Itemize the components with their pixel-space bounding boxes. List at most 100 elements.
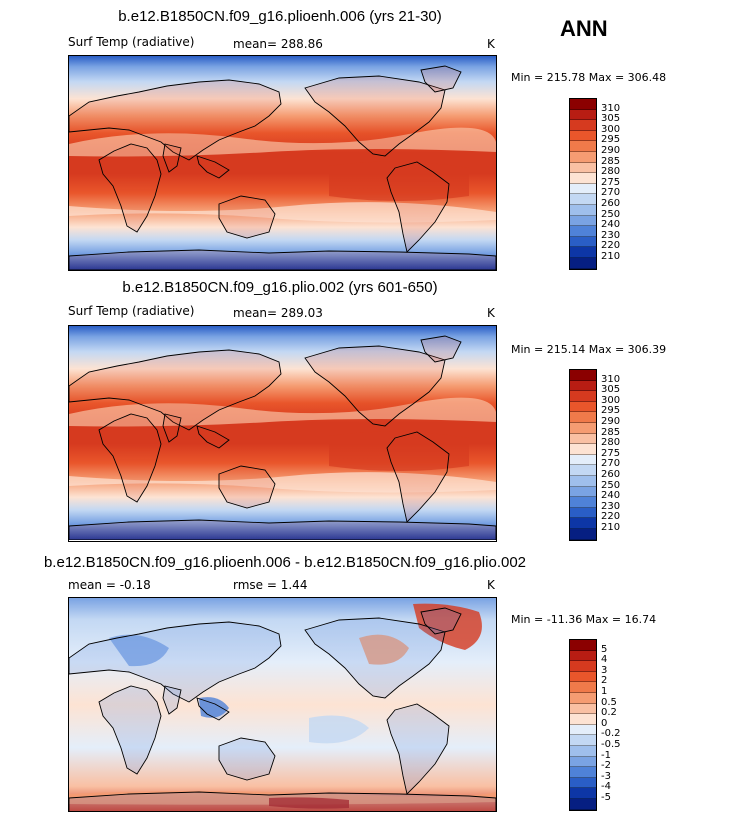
coastline-samerica: [386, 161, 450, 253]
colorbar-swatch: [570, 703, 596, 715]
colorbar-tick-label: 3: [601, 664, 608, 676]
colorbar-tick-label: 4: [601, 654, 608, 666]
anomaly-patch: [359, 634, 409, 665]
temperature-band: [69, 202, 496, 223]
panel-2-map: [68, 325, 497, 542]
colorbar-swatches: [569, 369, 597, 541]
panel-1-mean-label: mean= 288.86: [233, 37, 323, 51]
colorbar-tick-label: 275: [601, 447, 621, 459]
panel-3-mean-label: mean = -0.18: [68, 578, 151, 592]
colorbar-swatch: [570, 433, 596, 445]
colorbar-swatch: [570, 99, 596, 110]
colorbar-tick-label: 260: [601, 469, 621, 480]
colorbar-tick-label: 0: [601, 717, 608, 729]
coastline-africa: [98, 143, 162, 233]
coastline-greenland: [420, 65, 462, 93]
panel-2-units-label: K: [487, 306, 495, 320]
colorbar-swatch: [570, 724, 596, 736]
panel-1-units-label: K: [487, 37, 495, 51]
colorbar-swatch: [570, 204, 596, 216]
colorbar-tick-label: 2: [601, 675, 608, 687]
colorbar-swatch: [570, 444, 596, 455]
panel-2-variable-label: Surf Temp (radiative): [68, 304, 195, 318]
temperature-band: [69, 472, 496, 493]
colorbar-tick-label: 275: [601, 176, 621, 188]
colorbar-swatch: [570, 767, 596, 778]
colorbar-swatch: [570, 173, 596, 184]
colorbar-swatch: [570, 682, 596, 693]
colorbar-swatch: [570, 215, 596, 227]
colorbar-tick-label: 290: [601, 416, 621, 427]
colorbar-tick-label: -1: [601, 749, 611, 761]
colorbar-swatch: [570, 151, 596, 163]
anomaly-patch: [413, 603, 482, 650]
colorbar-tick-label: 230: [601, 229, 621, 241]
colorbar-swatch: [570, 671, 596, 683]
colorbar-tick-label: -0.5: [601, 739, 621, 750]
colorbar-tick-label: 1: [601, 686, 608, 697]
coastline-australia: [218, 465, 276, 509]
colorbar-swatch: [570, 380, 596, 392]
coastline-seasia: [196, 425, 230, 449]
colorbar-tick-label: 210: [601, 251, 621, 262]
colorbar-tick-label: -2: [601, 760, 611, 772]
colorbar-swatch: [570, 788, 596, 799]
coastline-australia: [218, 737, 276, 781]
temperature-band: [69, 397, 496, 427]
coastline-eurasia: [69, 621, 282, 703]
coastline-india: [162, 413, 182, 443]
colorbar-tick-label: 210: [601, 522, 621, 533]
colorbar-swatch: [570, 528, 596, 540]
colorbar-swatch: [570, 507, 596, 519]
coastline-namerica: [304, 75, 446, 157]
panel-1-minmax: Min = 215.78 Max = 306.48: [511, 71, 667, 84]
panel-2-colorbar: 310 305 300 295 290 285 280 275 270 260 250 240 230 2…: [569, 369, 659, 541]
colorbar-swatch: [570, 735, 596, 746]
colorbar-tick-label: 230: [601, 500, 621, 512]
coastline-eurasia: [69, 349, 282, 431]
colorbar-swatches: [569, 98, 597, 270]
coastline-antarctica: [69, 249, 496, 270]
anomaly-patch: [309, 715, 369, 744]
colorbar-tick-label: 290: [601, 145, 621, 156]
colorbar-swatch: [570, 475, 596, 487]
coastline-eurasia: [69, 79, 282, 161]
colorbar-swatch: [570, 454, 596, 466]
colorbar-tick-label: 305: [601, 384, 621, 396]
coastline-namerica: [304, 345, 446, 427]
colorbar-tick-label: 220: [601, 511, 621, 523]
colorbar-tick-label: 295: [601, 405, 621, 417]
coastline-seasia: [196, 697, 230, 721]
colorbar-tick-label: 295: [601, 134, 621, 146]
coastline-samerica: [386, 703, 450, 795]
colorbar-tick-label: 260: [601, 198, 621, 209]
anomaly-patch: [199, 697, 229, 718]
colorbar-tick-label: 280: [601, 166, 621, 178]
panel-1-map: [68, 55, 497, 271]
anomaly-patch: [109, 634, 169, 667]
colorbar-swatch: [570, 401, 596, 413]
colorbar-swatch: [570, 130, 596, 142]
coastline-africa: [98, 413, 162, 503]
colorbar-swatch: [570, 370, 596, 381]
colorbar-swatch: [570, 109, 596, 121]
colorbar-swatch: [570, 756, 596, 768]
colorbar-swatch: [570, 422, 596, 434]
panel-3-rmse-label: rmse = 1.44: [233, 578, 308, 592]
colorbar-tick-label: 250: [601, 479, 621, 491]
colorbar-tick-label: 300: [601, 394, 621, 406]
map-field: [69, 326, 496, 540]
panel-2-minmax: Min = 215.14 Max = 306.39: [511, 343, 667, 356]
colorbar-swatch: [570, 650, 596, 662]
colorbar-tick-label: 305: [601, 113, 621, 125]
panel-3-colorbar: 5 4 3 2 1 0.5 0.2 0 -0.2 -0.5 -1 -2 -3 -4 -5: [569, 639, 659, 811]
colorbar-tick-label: 240: [601, 219, 621, 231]
colorbar-tick-label: 0.2: [601, 707, 617, 719]
coastline-australia: [218, 195, 276, 239]
colorbar-swatch: [570, 162, 596, 174]
season-label: ANN: [560, 16, 608, 41]
colorbar-swatch: [570, 745, 596, 757]
colorbar-swatch: [570, 141, 596, 152]
colorbar-swatch: [570, 412, 596, 423]
coastline-antarctica: [69, 791, 496, 811]
